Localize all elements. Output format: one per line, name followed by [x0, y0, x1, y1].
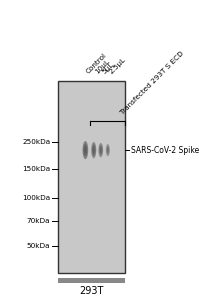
- Ellipse shape: [106, 144, 110, 156]
- Ellipse shape: [106, 146, 109, 154]
- Text: 50kDa: 50kDa: [27, 243, 50, 249]
- Text: 150kDa: 150kDa: [22, 166, 50, 172]
- Text: 2.5µL: 2.5µL: [108, 56, 126, 75]
- Text: 293T: 293T: [79, 286, 104, 296]
- Bar: [58, 278, 125, 283]
- Text: Control: Control: [85, 52, 108, 75]
- Ellipse shape: [99, 143, 103, 157]
- Ellipse shape: [83, 144, 87, 157]
- Bar: [58, 81, 125, 273]
- Text: Transfected 293T S ECD: Transfected 293T S ECD: [120, 50, 185, 115]
- Text: SARS-CoV-2 Spike: SARS-CoV-2 Spike: [131, 146, 199, 154]
- Text: 10µL: 10µL: [94, 58, 111, 75]
- Ellipse shape: [100, 147, 102, 153]
- Ellipse shape: [91, 142, 96, 158]
- Text: 100kDa: 100kDa: [22, 195, 50, 201]
- Ellipse shape: [99, 145, 102, 155]
- Text: 250kDa: 250kDa: [22, 140, 50, 146]
- Ellipse shape: [107, 148, 109, 153]
- Text: 5µL: 5µL: [101, 61, 114, 75]
- Ellipse shape: [84, 146, 87, 154]
- Ellipse shape: [92, 144, 96, 156]
- Ellipse shape: [83, 141, 88, 159]
- Text: 70kDa: 70kDa: [27, 218, 50, 224]
- Ellipse shape: [93, 147, 95, 153]
